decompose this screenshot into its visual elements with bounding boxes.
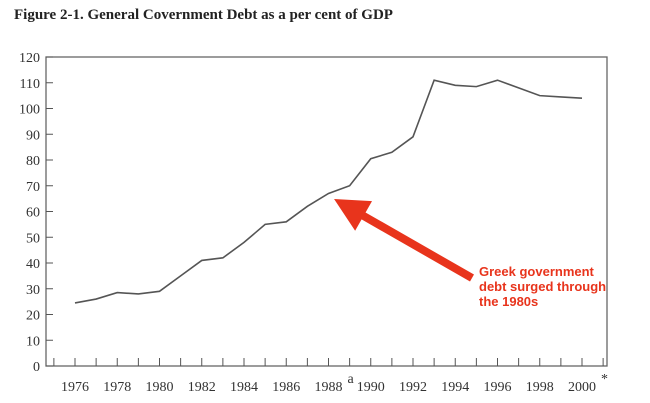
x-tick-label: 1990 [357, 380, 385, 395]
y-tick-label: 40 [26, 257, 40, 272]
annotation-line: debt surged through [479, 279, 607, 294]
x-tick-superscript: * [601, 372, 608, 387]
y-tick-label: 90 [26, 128, 40, 143]
y-tick-label: 120 [19, 51, 40, 66]
y-tick-label: 70 [26, 180, 40, 195]
x-tick-label: 1976 [61, 380, 89, 395]
x-tick-label: 1986 [272, 380, 300, 395]
x-tick-label: 1988 [315, 380, 343, 395]
x-tick-label: 1998 [526, 380, 554, 395]
y-tick-label: 0 [33, 360, 40, 375]
annotation-line: Greek government [479, 264, 594, 279]
x-tick-label: 1982 [188, 380, 216, 395]
annotation-text: Greek government debt surged through the… [479, 264, 606, 309]
x-tick-superscript: a [348, 372, 355, 387]
annotation-line: the 1980s [479, 294, 539, 309]
x-tick-label: 1978 [103, 380, 131, 395]
plot-frame [45, 56, 608, 367]
annotation-arrow [334, 199, 474, 282]
y-tick-label: 10 [26, 334, 40, 349]
y-tick-label: 50 [26, 231, 40, 246]
x-tick-label: 1980 [146, 380, 174, 395]
x-tick-label: 1992 [399, 380, 427, 395]
x-tick-label: 1996 [484, 380, 512, 395]
y-tick-label: 100 [19, 103, 40, 118]
y-tick-label: 20 [26, 309, 40, 324]
y-tick-label: 60 [26, 206, 40, 221]
y-tick-label: 80 [26, 154, 40, 169]
y-tick-label: 110 [20, 77, 40, 92]
chart-title: Figure 2-1. General Covernment Debt as a… [14, 7, 393, 23]
y-tick-label: 30 [26, 283, 40, 298]
x-tick-label: 2000 [568, 380, 596, 395]
x-tick-label: 1984 [230, 380, 258, 395]
x-tick-label: 1994 [441, 380, 469, 395]
